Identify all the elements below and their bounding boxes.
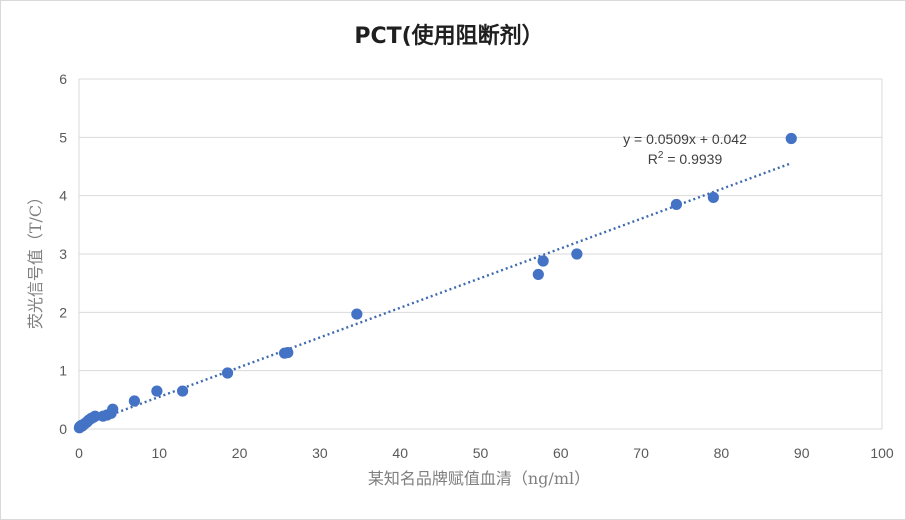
y-tick-label: 3 [59, 246, 67, 262]
y-tick-label: 1 [59, 363, 67, 379]
y-tick-label: 4 [59, 188, 67, 204]
data-point [176, 385, 189, 397]
data-point [785, 132, 797, 145]
x-tick-label: 80 [714, 445, 730, 461]
x-tick-label: 20 [232, 445, 248, 461]
r-squared-prefix: R [648, 151, 658, 167]
y-tick-label: 6 [59, 71, 67, 87]
x-tick-label: 60 [553, 445, 569, 461]
y-axis-ticks: 0 1 2 3 4 5 6 [59, 71, 67, 437]
data-point [107, 403, 119, 415]
y-tick-label: 0 [59, 421, 67, 437]
x-tick-label: 30 [312, 445, 328, 461]
x-tick-label: 90 [794, 445, 810, 461]
x-tick-label: 0 [75, 445, 83, 461]
data-point [282, 346, 294, 359]
data-point [89, 410, 101, 422]
data-point [221, 367, 234, 379]
trendline-equation: y = 0.0509x + 0.042 [623, 131, 747, 147]
trendline-layer [78, 162, 792, 428]
gridlines [78, 78, 883, 430]
chart-title: PCT(使用阻断剂） [354, 23, 543, 49]
data-point [151, 385, 163, 397]
data-point [670, 198, 683, 211]
x-tick-label: 100 [870, 445, 894, 461]
y-tick-label: 2 [59, 304, 67, 320]
data-points [73, 132, 797, 434]
data-point [532, 268, 544, 281]
x-axis-label: 某知名品牌赋值血清（ng/ml） [368, 469, 590, 488]
trendline-r-squared: R2 = 0.9939 [648, 150, 723, 167]
data-point [128, 395, 141, 407]
y-axis-label: 荧光信号值（T/C） [26, 189, 45, 329]
y-tick-label: 5 [59, 129, 67, 145]
r-squared-superscript: 2 [658, 150, 664, 161]
linear-trendline [78, 162, 792, 428]
data-point [351, 308, 363, 320]
data-point [537, 255, 549, 267]
data-point [707, 191, 719, 204]
x-axis-ticks: 0 10 20 30 40 50 60 70 80 90 100 [75, 445, 894, 461]
x-tick-label: 50 [473, 445, 489, 461]
r-squared-value: = 0.9939 [663, 151, 722, 167]
x-tick-label: 70 [633, 445, 649, 461]
data-point [571, 248, 583, 260]
x-tick-label: 40 [392, 445, 408, 461]
x-tick-label: 10 [152, 445, 168, 461]
